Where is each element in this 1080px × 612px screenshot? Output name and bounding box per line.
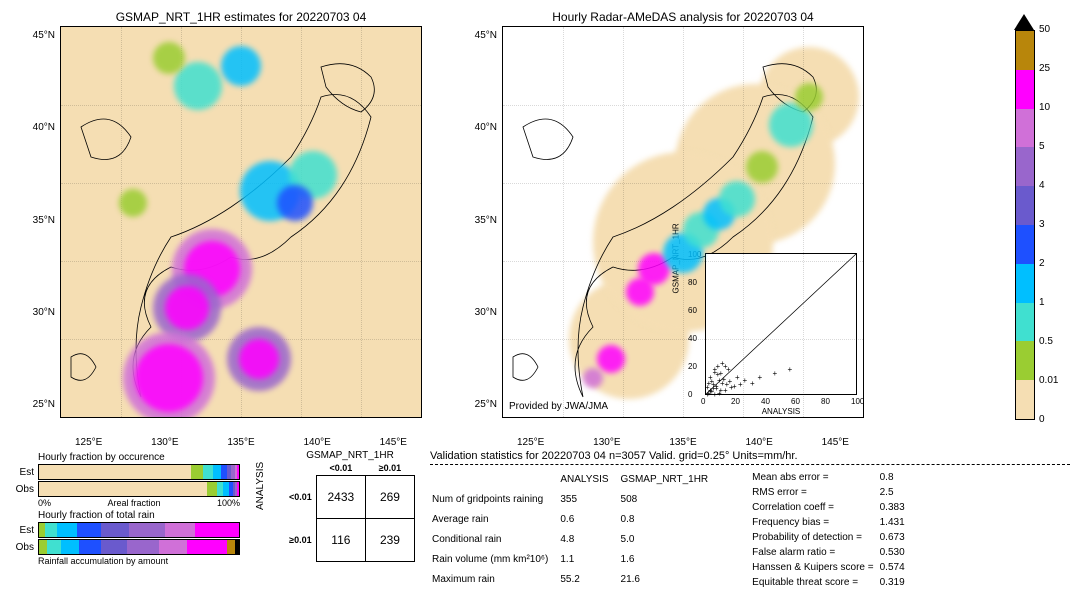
ct-col1: <0.01 <box>316 461 365 476</box>
right-lat-axis: 45°N40°N35°N30°N25°N <box>467 10 497 430</box>
stats-col1: ANALYSIS <box>560 471 618 489</box>
colorbar: 502510543210.50.010 <box>1015 30 1070 420</box>
occurrence-label: Hourly fraction by occurence <box>38 452 240 463</box>
scatter-inset: +++++++++++++++++++++++++++++++++++++++G… <box>705 253 857 395</box>
ct-col2: ≥0.01 <box>365 461 414 476</box>
axis-right: 100% <box>217 498 240 508</box>
left-lat-axis: 45°N40°N35°N30°N25°N <box>25 10 55 430</box>
totalrain-label: Hourly fraction of total rain <box>38 510 240 521</box>
contingency-table: GSMAP_NRT_1HR <0.01 ≥0.01 <0.01 2433 269… <box>255 450 415 591</box>
validation-stats: Validation statistics for 20220703 04 n=… <box>430 450 1070 591</box>
stats-title: Validation statistics for 20220703 04 n=… <box>430 450 1070 462</box>
ct-cell-10: 116 <box>316 519 365 562</box>
left-map-title: GSMAP_NRT_1HR estimates for 20220703 04 <box>60 10 422 24</box>
left-lon-axis: 125°E130°E135°E140°E145°E <box>60 437 422 448</box>
stats-col2: GSMAP_NRT_1HR <box>621 471 719 489</box>
ct-row2: ≥0.01 <box>285 519 316 562</box>
accum-label: Rainfall accumulation by amount <box>38 556 240 566</box>
left-map <box>60 26 422 418</box>
ct-col-header: GSMAP_NRT_1HR <box>285 450 415 461</box>
fraction-panel: Hourly fraction by occurence EstObs 0% A… <box>10 450 240 591</box>
ct-cell-01: 269 <box>365 476 414 519</box>
axis-left: 0% <box>38 498 51 508</box>
axis-mid: Areal fraction <box>107 498 160 508</box>
colorbar-overflow-arrow <box>1014 14 1034 30</box>
right-map-title: Hourly Radar-AMeDAS analysis for 2022070… <box>502 10 864 24</box>
provided-label: Provided by JWA/JMA <box>507 400 610 413</box>
ct-cell-00: 2433 <box>316 476 365 519</box>
right-lon-axis: 125°E130°E135°E140°E145°E <box>502 437 864 448</box>
right-map: Provided by JWA/JMA ++++++++++++++++++++… <box>502 26 864 418</box>
ct-row-header: ANALYSIS <box>255 462 266 510</box>
ct-cell-11: 239 <box>365 519 414 562</box>
ct-row1: <0.01 <box>285 476 316 519</box>
